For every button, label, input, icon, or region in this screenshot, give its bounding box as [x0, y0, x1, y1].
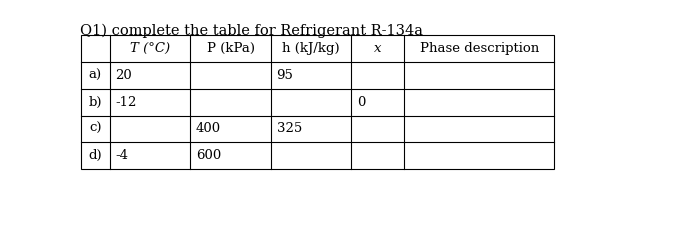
Text: x: x	[374, 42, 382, 55]
Text: 600: 600	[196, 149, 221, 162]
Text: 0: 0	[357, 96, 365, 109]
Text: h (kJ/kg): h (kJ/kg)	[282, 42, 340, 55]
Text: P (kPa): P (kPa)	[206, 42, 255, 55]
Text: 400: 400	[196, 122, 221, 136]
Text: c): c)	[89, 122, 102, 136]
Text: 95: 95	[276, 69, 293, 82]
Text: -12: -12	[116, 96, 137, 109]
Text: a): a)	[89, 69, 102, 82]
Text: -4: -4	[116, 149, 129, 162]
Text: d): d)	[88, 149, 102, 162]
Bar	[80, 35, 554, 169]
Text: Phase description: Phase description	[419, 42, 539, 55]
Text: Q1) complete the table for Refrigerant R-134a: Q1) complete the table for Refrigerant R…	[80, 24, 424, 38]
Text: 325: 325	[276, 122, 302, 136]
Text: T (°C): T (°C)	[130, 42, 170, 55]
Text: b): b)	[88, 96, 102, 109]
Text: 20: 20	[116, 69, 132, 82]
